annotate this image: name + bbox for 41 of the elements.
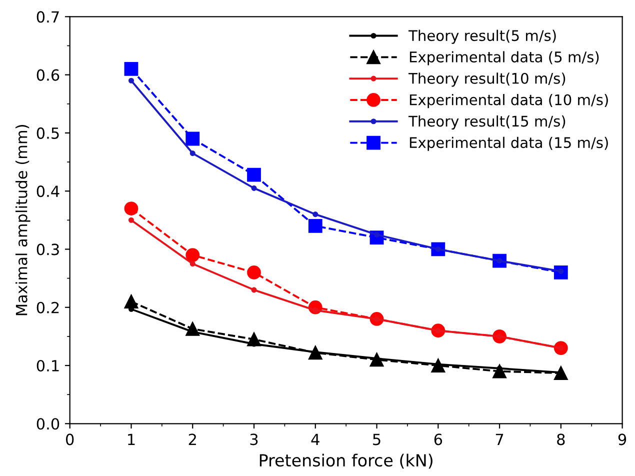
point [247, 168, 261, 182]
point [251, 185, 257, 191]
x-tick-label: 7 [496, 434, 504, 445]
legend-label: Experimental data (5 m/s) [410, 51, 599, 66]
y-tick-label: 0.0 [36, 418, 60, 430]
x-tick-label: 5 [373, 434, 380, 446]
legend-label: Theory result(10 m/s) [408, 72, 566, 87]
legend-label: Experimental data (10 m/s) [410, 94, 608, 108]
point [312, 212, 318, 218]
x-tick-label: 6 [434, 434, 442, 446]
x-tick-label: 8 [557, 434, 565, 446]
x-tick-label: 3 [250, 434, 258, 446]
x-tick-label: 1 [128, 434, 135, 445]
point [186, 132, 200, 146]
y-tick-label: 0.2 [36, 302, 59, 314]
point [251, 287, 257, 293]
y-axis-title: Maximal amplitude (mm) [15, 125, 30, 316]
x-tick-label: 4 [311, 434, 320, 445]
y-tick-label: 0.7 [36, 11, 59, 23]
x-tick-label: 9 [618, 434, 626, 446]
y-tick-label: 0.1 [36, 360, 59, 372]
y-tick-label: 0.6 [36, 69, 60, 81]
y-tick-label: 0.4 [36, 186, 60, 198]
point [124, 202, 138, 216]
x-axis-title: Pretension force (kN) [260, 454, 432, 469]
point [128, 217, 134, 223]
point [124, 294, 138, 308]
point [190, 150, 196, 156]
legend-label: Theory result(5 m/s) [408, 30, 556, 44]
point [247, 266, 261, 280]
x-tick-label: 0 [66, 434, 74, 446]
point [128, 78, 134, 84]
point [308, 219, 322, 233]
legend-label: Theory result(15 m/s) [408, 115, 566, 130]
point [124, 62, 138, 76]
y-tick-label: 0.3 [36, 244, 59, 256]
legend-label: Experimental data (15 m/s) [410, 136, 608, 151]
point [186, 248, 200, 262]
y-tick-label: 0.5 [36, 127, 59, 139]
x-tick-label: 2 [188, 434, 196, 445]
point [190, 260, 196, 267]
